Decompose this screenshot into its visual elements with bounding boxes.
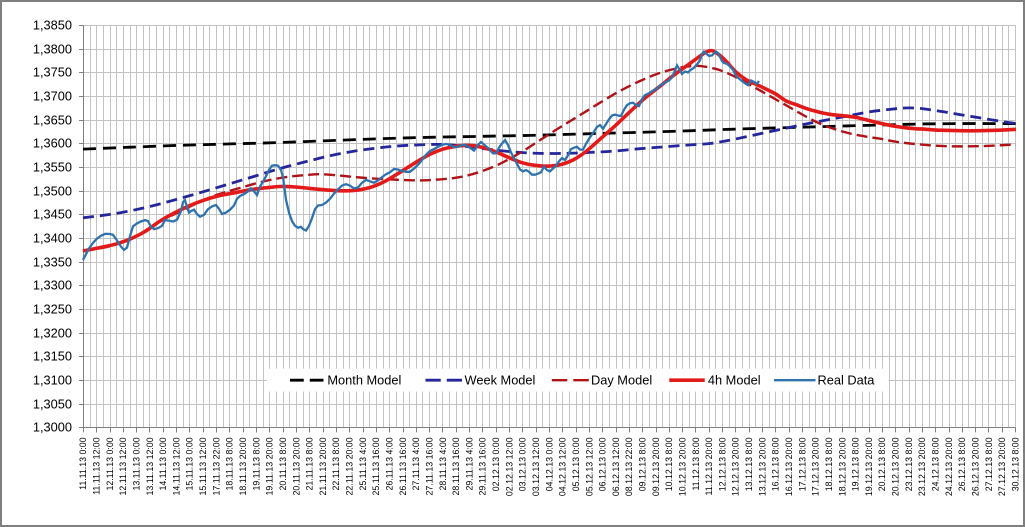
svg-text:27.12.13 20:00: 27.12.13 20:00 xyxy=(997,437,1007,496)
svg-text:14.11.13 12:00: 14.11.13 12:00 xyxy=(171,437,181,495)
svg-text:10.12.13 8:00: 10.12.13 8:00 xyxy=(664,437,674,491)
svg-text:1,3000: 1,3000 xyxy=(33,420,72,435)
svg-text:Month Model: Month Model xyxy=(327,373,401,388)
svg-text:13.12.13 8:00: 13.12.13 8:00 xyxy=(744,437,754,491)
svg-text:29.11.13 4:00: 29.11.13 4:00 xyxy=(464,437,474,490)
svg-text:10.12.13 20:00: 10.12.13 20:00 xyxy=(677,437,687,496)
svg-text:14.11.13 0:00: 14.11.13 0:00 xyxy=(158,437,168,490)
svg-text:20.12.13 20:00: 20.12.13 20:00 xyxy=(891,437,901,496)
svg-text:05.12.13 0:00: 05.12.13 0:00 xyxy=(571,437,581,491)
svg-text:19.12.13 8:00: 19.12.13 8:00 xyxy=(851,437,861,491)
svg-text:19.12.13 20:00: 19.12.13 20:00 xyxy=(864,437,874,496)
svg-text:27.11.13 16:00: 27.11.13 16:00 xyxy=(424,437,434,495)
svg-text:22.11.13 8:00: 22.11.13 8:00 xyxy=(331,437,341,490)
svg-text:23.12.13 8:00: 23.12.13 8:00 xyxy=(904,437,914,491)
svg-text:27.11.13 4:00: 27.11.13 4:00 xyxy=(411,437,421,490)
svg-text:24.12.13 8:00: 24.12.13 8:00 xyxy=(930,437,940,491)
svg-text:1,3850: 1,3850 xyxy=(33,18,72,33)
svg-text:18.12.13 8:00: 18.12.13 8:00 xyxy=(824,437,834,491)
svg-text:15.11.13 0:00: 15.11.13 0:00 xyxy=(185,437,195,490)
svg-text:12.11.13 12:00: 12.11.13 12:00 xyxy=(118,437,128,495)
svg-text:25.11.13 4:00: 25.11.13 4:00 xyxy=(358,437,368,490)
svg-text:1,3650: 1,3650 xyxy=(33,113,72,128)
svg-text:02.12.13 12:00: 02.12.13 12:00 xyxy=(504,437,514,496)
svg-text:22.11.13 20:00: 22.11.13 20:00 xyxy=(345,437,355,495)
svg-text:1,3300: 1,3300 xyxy=(33,278,72,293)
svg-text:1,3150: 1,3150 xyxy=(33,349,72,364)
svg-text:1,3500: 1,3500 xyxy=(33,184,72,199)
svg-text:26.12.13 20:00: 26.12.13 20:00 xyxy=(970,437,980,496)
svg-text:25.11.13 16:00: 25.11.13 16:00 xyxy=(371,437,381,495)
svg-text:09.12.13 8:00: 09.12.13 8:00 xyxy=(638,437,648,491)
svg-text:13.11.13 0:00: 13.11.13 0:00 xyxy=(131,437,141,490)
svg-text:06.12.13 0:00: 06.12.13 0:00 xyxy=(598,437,608,491)
svg-text:17.11.13 22:00: 17.11.13 22:00 xyxy=(211,437,221,495)
svg-text:1,3350: 1,3350 xyxy=(33,255,72,270)
svg-text:15.11.13 12:00: 15.11.13 12:00 xyxy=(198,437,208,495)
svg-text:1,3100: 1,3100 xyxy=(33,373,72,388)
svg-text:1,3250: 1,3250 xyxy=(33,302,72,317)
svg-text:1,3400: 1,3400 xyxy=(33,231,72,246)
svg-text:03.12.13 0:00: 03.12.13 0:00 xyxy=(518,437,528,491)
svg-text:16.12.13 20:00: 16.12.13 20:00 xyxy=(784,437,794,496)
svg-text:12.11.13 0:00: 12.11.13 0:00 xyxy=(105,437,115,490)
svg-text:16.12.13 8:00: 16.12.13 8:00 xyxy=(771,437,781,491)
svg-text:26.11.13 4:00: 26.11.13 4:00 xyxy=(384,437,394,490)
svg-text:1,3200: 1,3200 xyxy=(33,326,72,341)
svg-text:20.12.13 8:00: 20.12.13 8:00 xyxy=(877,437,887,491)
svg-text:08.12.13 22:00: 08.12.13 22:00 xyxy=(624,437,634,496)
svg-text:05.12.13 12:00: 05.12.13 12:00 xyxy=(584,437,594,496)
svg-text:09.12.13 20:00: 09.12.13 20:00 xyxy=(651,437,661,496)
svg-text:28.11.13 4:00: 28.11.13 4:00 xyxy=(438,437,448,490)
svg-text:11.12.13 8:00: 11.12.13 8:00 xyxy=(691,437,701,490)
svg-text:13.11.13 12:00: 13.11.13 12:00 xyxy=(145,437,155,495)
svg-text:17.12.13 8:00: 17.12.13 8:00 xyxy=(797,437,807,491)
svg-text:30.12.13 8:00: 30.12.13 8:00 xyxy=(1010,437,1020,491)
svg-text:11.11.13 12:00: 11.11.13 12:00 xyxy=(92,437,102,495)
svg-text:04.12.13 12:00: 04.12.13 12:00 xyxy=(558,437,568,496)
svg-text:4h Model: 4h Model xyxy=(708,373,761,388)
svg-text:21.11.13 8:00: 21.11.13 8:00 xyxy=(305,437,315,490)
svg-text:20.11.13 20:00: 20.11.13 20:00 xyxy=(291,437,301,495)
svg-text:02.12.13 0:00: 02.12.13 0:00 xyxy=(491,437,501,491)
svg-text:Real Data: Real Data xyxy=(818,373,876,388)
svg-text:13.12.13 20:00: 13.12.13 20:00 xyxy=(757,437,767,496)
svg-text:19.11.13 8:00: 19.11.13 8:00 xyxy=(251,437,261,490)
svg-text:Day Model: Day Model xyxy=(591,373,652,388)
svg-text:29.11.13 16:00: 29.11.13 16:00 xyxy=(478,437,488,495)
svg-text:03.12.13 12:00: 03.12.13 12:00 xyxy=(531,437,541,496)
svg-text:26.11.13 16:00: 26.11.13 16:00 xyxy=(398,437,408,495)
svg-text:19.11.13 20:00: 19.11.13 20:00 xyxy=(265,437,275,495)
svg-text:23.12.13 20:00: 23.12.13 20:00 xyxy=(917,437,927,496)
svg-text:12.12.13 20:00: 12.12.13 20:00 xyxy=(731,437,741,496)
svg-text:1,3050: 1,3050 xyxy=(33,397,72,412)
svg-text:26.12.13 8:00: 26.12.13 8:00 xyxy=(957,437,967,491)
svg-text:1,3750: 1,3750 xyxy=(33,65,72,80)
svg-text:Week Model: Week Model xyxy=(465,373,536,388)
svg-text:21.11.13 20:00: 21.11.13 20:00 xyxy=(318,437,328,495)
svg-text:18.11.13 20:00: 18.11.13 20:00 xyxy=(238,437,248,495)
svg-text:18.12.13 20:00: 18.12.13 20:00 xyxy=(837,437,847,496)
svg-text:18.11.13 8:00: 18.11.13 8:00 xyxy=(225,437,235,490)
svg-text:11.11.13 0:00: 11.11.13 0:00 xyxy=(78,437,88,490)
svg-text:1,3700: 1,3700 xyxy=(33,89,72,104)
svg-text:1,3450: 1,3450 xyxy=(33,207,72,222)
svg-text:17.12.13 20:00: 17.12.13 20:00 xyxy=(811,437,821,496)
svg-text:27.12.13 8:00: 27.12.13 8:00 xyxy=(984,437,994,491)
svg-text:11.12.13 20:00: 11.12.13 20:00 xyxy=(704,437,714,495)
svg-text:06.12.13 12:00: 06.12.13 12:00 xyxy=(611,437,621,496)
svg-text:1,3550: 1,3550 xyxy=(33,160,72,175)
svg-text:1,3600: 1,3600 xyxy=(33,136,72,151)
svg-text:1,3800: 1,3800 xyxy=(33,42,72,57)
svg-text:04.12.13 0:00: 04.12.13 0:00 xyxy=(544,437,554,491)
svg-text:24.12.13 20:00: 24.12.13 20:00 xyxy=(944,437,954,496)
svg-text:20.11.13 8:00: 20.11.13 8:00 xyxy=(278,437,288,490)
svg-text:28.11.13 16:00: 28.11.13 16:00 xyxy=(451,437,461,495)
svg-text:12.12.13 8:00: 12.12.13 8:00 xyxy=(717,437,727,491)
